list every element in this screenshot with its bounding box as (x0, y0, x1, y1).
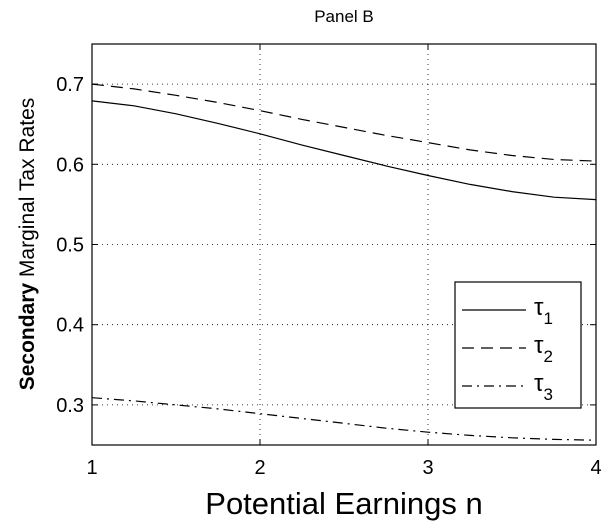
y-axis-label: Secondary Marginal Tax Rates (16, 98, 39, 391)
x-tick-label: 1 (86, 457, 97, 479)
x-axis-label: Potential Earnings n (205, 486, 482, 521)
chart-title: Panel B (314, 7, 374, 26)
ticks: 1 2 3 4 0.3 0.4 0.5 0.6 0.7 (56, 44, 602, 479)
legend: τ1 τ2 τ3 (454, 281, 582, 409)
x-tick-label: 3 (422, 457, 433, 479)
y-tick-label: 0.7 (56, 74, 84, 96)
series-group (91, 83, 597, 441)
x-tick-label: 2 (254, 457, 265, 479)
legend-box (454, 281, 582, 409)
y-axis-label-rest: Marginal Tax Rates (16, 98, 39, 283)
legend-label-2: τ2 (534, 332, 553, 366)
y-axis-label-bold: Secondary (16, 283, 39, 391)
y-tick-label: 0.6 (56, 154, 84, 176)
legend-label-3: τ3 (534, 370, 553, 404)
series-line-3 (91, 397, 597, 441)
series-line-2 (91, 83, 597, 162)
series-line-1 (91, 100, 597, 201)
legend-label-1: τ1 (534, 294, 553, 328)
y-tick-label: 0.4 (56, 315, 84, 337)
y-tick-label: 0.3 (56, 395, 84, 417)
x-tick-label: 4 (590, 457, 601, 479)
y-tick-label: 0.5 (56, 235, 84, 257)
